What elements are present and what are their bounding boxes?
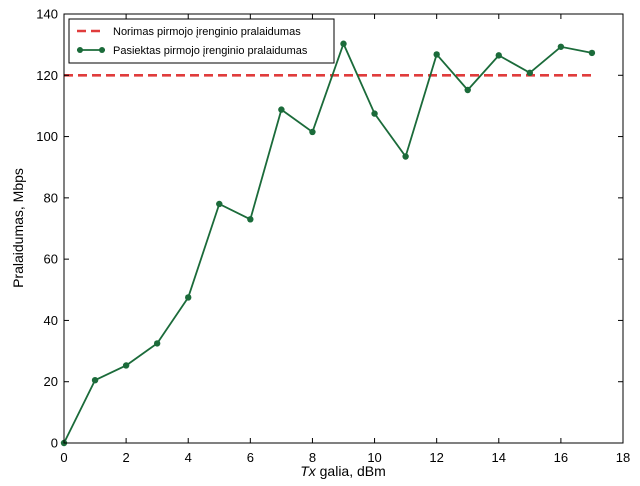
data-point — [153, 340, 161, 347]
x-tick-label: 0 — [60, 450, 67, 465]
x-tick-label: 4 — [185, 450, 192, 465]
plot-frame — [63, 13, 624, 444]
data-point — [247, 216, 254, 223]
data-point — [588, 49, 596, 57]
data-point — [526, 69, 534, 77]
x-tick-label: 10 — [367, 450, 381, 465]
y-tick-label: 20 — [44, 374, 58, 389]
data-point — [122, 362, 130, 369]
y-tick-label: 120 — [36, 68, 58, 83]
data-point — [185, 294, 192, 301]
x-tick-label: 8 — [309, 450, 316, 465]
data-point — [402, 153, 409, 160]
data-point — [433, 51, 440, 58]
plot-marks — [60, 40, 596, 447]
data-point — [495, 52, 502, 59]
y-tick-label: 0 — [51, 436, 58, 451]
x-tick-label: 6 — [247, 450, 254, 465]
legend-label: Norimas pirmojo įrenginio pralaidumas — [113, 26, 301, 38]
x-tick-label: 16 — [554, 450, 568, 465]
y-axis-label: Pralaidumas, Mbps — [10, 168, 26, 288]
axis-ticks: 0 2 4 6 8 10 12 14 16 18 0 20 40 60 80 100 120 140 — [36, 7, 630, 466]
data-point — [340, 40, 347, 47]
series-measured-line — [63, 41, 593, 444]
x-tick-label: 18 — [616, 450, 630, 465]
legend: Norimas pirmojo įrenginio pralaidumas Pas… — [68, 18, 335, 64]
x-tick-label: 14 — [492, 450, 506, 465]
x-axis-label-rest: galia, dBm — [316, 463, 386, 479]
y-tick-label: 40 — [44, 313, 58, 328]
y-tick-label: 100 — [36, 129, 58, 144]
x-axis-label-italic: Tx — [300, 463, 317, 479]
y-tick-label: 140 — [36, 7, 58, 22]
data-point — [557, 43, 565, 50]
data-point — [278, 106, 285, 113]
x-tick-label: 2 — [122, 450, 129, 465]
x-tick-label: 12 — [429, 450, 443, 465]
y-tick-label: 80 — [44, 190, 58, 205]
legend-label: Pasiektas pirmojo įrenginio pralaidumas — [113, 45, 308, 57]
data-point — [371, 110, 378, 117]
data-point — [216, 200, 223, 208]
data-point — [309, 128, 316, 136]
y-tick-label: 60 — [44, 252, 58, 267]
data-point — [91, 376, 99, 384]
legend-marker — [77, 47, 83, 53]
data-point — [464, 86, 471, 94]
x-axis-label: Tx galia, dBm — [300, 463, 386, 479]
legend-marker — [99, 47, 105, 53]
legend-box — [68, 18, 335, 64]
